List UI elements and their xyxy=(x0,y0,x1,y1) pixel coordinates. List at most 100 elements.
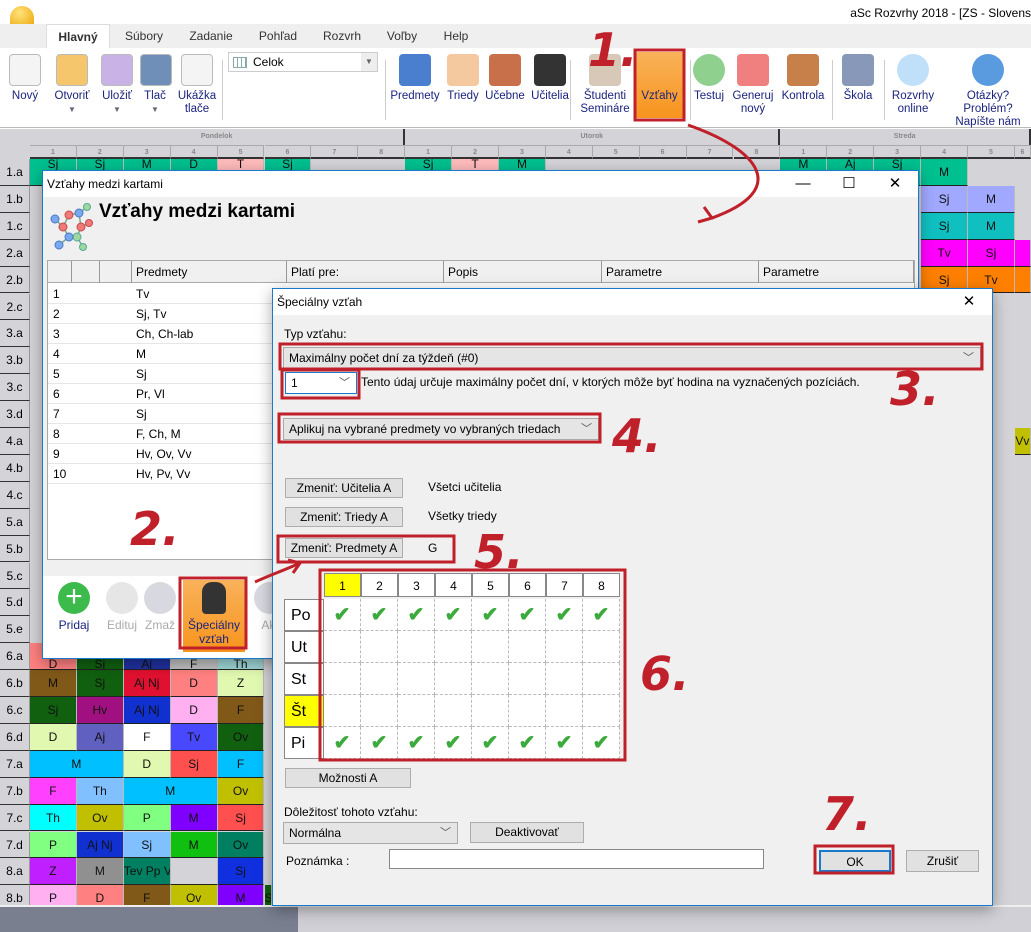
ribbon-button-0[interactable]: Predmety xyxy=(388,54,442,103)
lesson-card[interactable] xyxy=(1014,266,1031,294)
tool-button-0[interactable]: + Pridaj xyxy=(51,582,97,632)
minimize-button[interactable]: — xyxy=(795,175,811,192)
lesson-card[interactable]: Aj Nj xyxy=(76,831,124,859)
lesson-card[interactable]: Aj Nj xyxy=(123,697,171,724)
lesson-card[interactable]: M xyxy=(76,858,124,886)
class-label[interactable]: 7.d xyxy=(0,831,30,859)
options-button[interactable]: Možnosti A xyxy=(285,768,411,788)
column-header[interactable] xyxy=(48,261,72,283)
ribbon-button-9[interactable]: Škola xyxy=(838,54,878,103)
ribbon-button-2[interactable]: Uložiť ▼ xyxy=(98,54,136,116)
lesson-card[interactable]: M xyxy=(30,750,124,778)
ribbon-button-6[interactable]: Testuj xyxy=(690,54,728,103)
ribbon-button-5[interactable]: Vzťahy xyxy=(635,52,684,118)
day-header[interactable]: Št xyxy=(284,695,324,727)
check-icon[interactable]: ✔ xyxy=(324,727,361,759)
relation-type-select[interactable]: Maximálny počet dní za týždeň (#0) ﹀ xyxy=(283,347,981,369)
check-icon[interactable]: ✔ xyxy=(583,599,620,631)
check-icon[interactable]: ✔ xyxy=(583,727,620,759)
column-header[interactable]: Predmety xyxy=(132,261,287,283)
lesson-card[interactable]: Ov xyxy=(217,831,265,859)
check-icon[interactable]: ✔ xyxy=(546,599,583,631)
close-button[interactable]: ✕ xyxy=(962,293,976,310)
check-icon[interactable]: ✔ xyxy=(361,599,398,631)
ribbon-button-3[interactable]: Učitelia xyxy=(526,54,574,103)
period-header[interactable]: 5 xyxy=(472,573,509,597)
empty-slot[interactable] xyxy=(398,695,435,727)
change-teachers-button[interactable]: Zmeniť: Učitelia A xyxy=(285,478,403,498)
ribbon-button-8[interactable]: Kontrola xyxy=(778,54,828,103)
empty-slot[interactable] xyxy=(435,663,472,695)
ribbon-button-11[interactable]: Otázky? Problém? Napíšte nám xyxy=(946,54,1030,129)
view-select[interactable]: Celok ▼ xyxy=(228,52,378,72)
class-label[interactable]: 2.b xyxy=(0,266,30,294)
lesson-card[interactable]: Tev Pp Vv xyxy=(123,858,171,886)
lesson-card[interactable]: M xyxy=(968,212,1015,240)
empty-slot[interactable] xyxy=(324,695,361,727)
ribbon-button-1[interactable]: Otvoriť ▼ xyxy=(50,54,94,116)
class-label[interactable]: 4.c xyxy=(0,481,30,509)
tab-4[interactable]: Rozvrh xyxy=(322,29,361,43)
column-header[interactable]: Parametre xyxy=(602,261,759,283)
lesson-card[interactable]: Sj xyxy=(170,750,218,778)
class-label[interactable]: 8.a xyxy=(0,858,30,886)
empty-slot[interactable] xyxy=(509,631,546,663)
class-label[interactable]: 1.a xyxy=(0,159,30,186)
lesson-card[interactable]: F xyxy=(217,697,265,724)
day-header[interactable]: Ut xyxy=(284,631,324,663)
period-header[interactable]: 3 xyxy=(398,573,435,597)
lesson-card[interactable] xyxy=(170,858,218,886)
empty-slot[interactable] xyxy=(472,695,509,727)
importance-select[interactable]: Normálna ﹀ xyxy=(283,822,458,844)
column-header[interactable]: Platí pre: xyxy=(287,261,444,283)
lesson-card[interactable]: Sj xyxy=(123,831,171,859)
change-classes-button[interactable]: Zmeniť: Triedy A xyxy=(285,507,403,527)
period-header[interactable]: 6 xyxy=(509,573,546,597)
lesson-card[interactable]: Z xyxy=(217,670,265,697)
column-header[interactable]: Popis xyxy=(444,261,602,283)
class-label[interactable]: 5.c xyxy=(0,562,30,590)
ribbon-button-2[interactable]: Učebne xyxy=(484,54,526,103)
lesson-card[interactable]: Sj xyxy=(217,858,265,886)
class-label[interactable]: 6.a xyxy=(0,643,30,671)
class-label[interactable]: 7.c xyxy=(0,804,30,832)
empty-slot[interactable] xyxy=(361,695,398,727)
empty-slot[interactable] xyxy=(472,631,509,663)
empty-slot[interactable] xyxy=(509,663,546,695)
lesson-card[interactable]: D xyxy=(123,750,171,778)
ribbon-button-1[interactable]: Triedy xyxy=(442,54,484,103)
check-icon[interactable]: ✔ xyxy=(472,599,509,631)
day-header[interactable]: St xyxy=(284,663,324,695)
class-label[interactable]: 7.b xyxy=(0,777,30,805)
empty-slot[interactable] xyxy=(398,663,435,695)
empty-slot[interactable] xyxy=(546,631,583,663)
class-label[interactable]: 6.d xyxy=(0,723,30,751)
empty-slot[interactable] xyxy=(583,631,620,663)
lesson-card[interactable] xyxy=(1014,239,1031,267)
ok-button[interactable]: OK xyxy=(819,850,891,872)
lesson-card[interactable]: F xyxy=(217,750,265,778)
check-icon[interactable]: ✔ xyxy=(398,599,435,631)
empty-slot[interactable] xyxy=(324,663,361,695)
check-icon[interactable]: ✔ xyxy=(509,727,546,759)
class-label[interactable]: 5.e xyxy=(0,616,30,644)
tool-button-1[interactable]: Edituj xyxy=(99,582,145,632)
lesson-card[interactable]: Sj xyxy=(217,804,265,832)
class-label[interactable]: 3.c xyxy=(0,374,30,402)
class-label[interactable]: 5.a xyxy=(0,508,30,536)
lesson-card[interactable]: P xyxy=(123,804,171,832)
column-header[interactable]: Parametre xyxy=(759,261,914,283)
scrollbar-thumb[interactable] xyxy=(0,907,298,932)
tab-3[interactable]: Pohľad xyxy=(258,29,298,43)
check-icon[interactable]: ✔ xyxy=(509,599,546,631)
lesson-card[interactable]: Th xyxy=(30,804,77,832)
ribbon-button-7[interactable]: Generuj nový xyxy=(730,54,776,116)
class-label[interactable]: 5.b xyxy=(0,535,30,563)
class-label[interactable]: 2.c xyxy=(0,293,30,321)
lesson-card[interactable]: F xyxy=(123,723,171,751)
empty-slot[interactable] xyxy=(398,631,435,663)
empty-slot[interactable] xyxy=(546,695,583,727)
period-header[interactable]: 7 xyxy=(546,573,583,597)
tab-1[interactable]: Súbory xyxy=(124,29,164,43)
class-label[interactable]: 3.b xyxy=(0,347,30,375)
